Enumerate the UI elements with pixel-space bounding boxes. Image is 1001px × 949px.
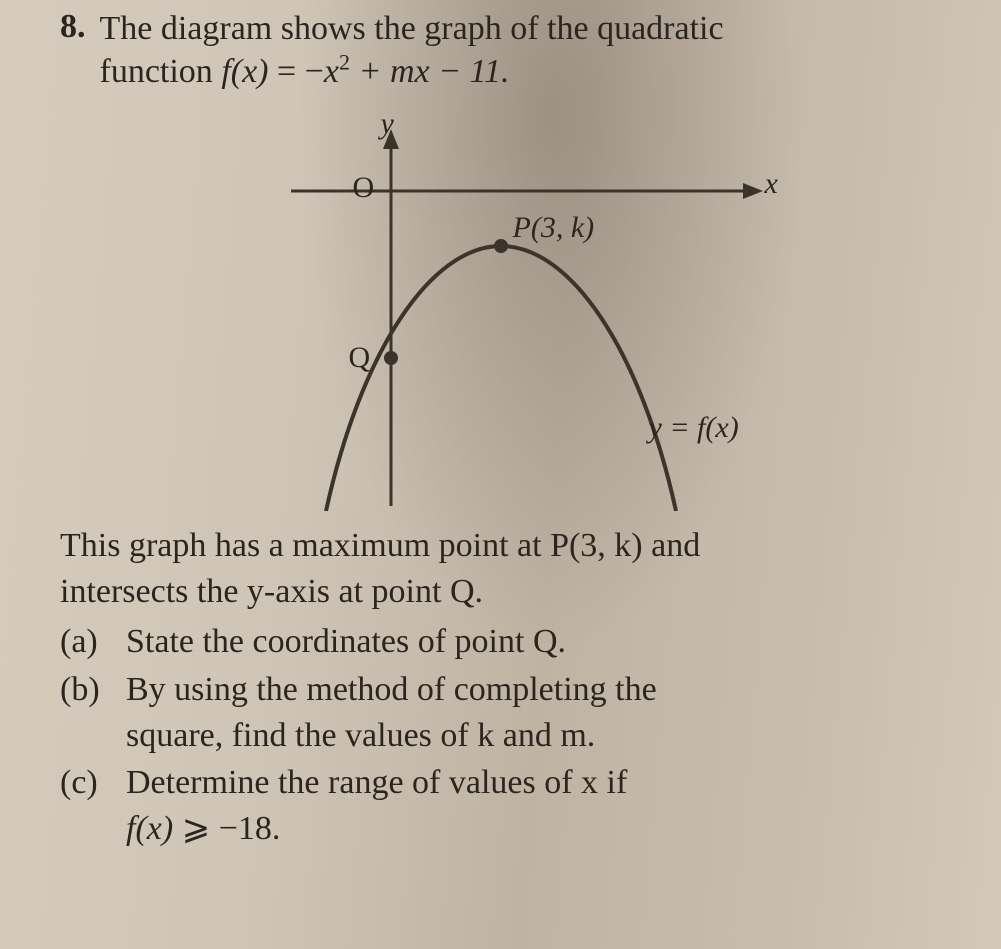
func-lhs: f(x) <box>221 53 268 90</box>
intro-line-2: function f(x) = −x2 + mx − 11. <box>100 53 510 90</box>
func-eq: = − <box>269 53 324 90</box>
part-b-line2: square, find the values of k and m. <box>126 717 595 754</box>
part-c-fx: f(x) <box>126 810 182 847</box>
graph-svg <box>231 111 791 511</box>
question-header: 8. The diagram shows the graph of the qu… <box>60 8 961 93</box>
part-b-text: By using the method of completing the sq… <box>126 667 657 759</box>
origin-label: O <box>353 171 375 205</box>
y-axis-label: y <box>381 107 394 141</box>
curve-label: y = f(x) <box>649 411 739 445</box>
part-c-label: (c) <box>60 760 112 852</box>
x-axis-label: x <box>765 167 778 201</box>
question-number: 8. <box>60 8 86 93</box>
graph-figure: y x O P(3, k) Q y = f(x) <box>231 111 791 511</box>
part-b-line1: By using the method of completing the <box>126 671 657 708</box>
part-c-line1: Determine the range of values of x if <box>126 764 627 801</box>
x-axis-arrow-icon <box>743 183 763 199</box>
part-c-geq: ⩾ <box>182 810 211 847</box>
part-c-rhs: −18. <box>210 810 280 847</box>
vertex-point-p <box>494 239 508 253</box>
y-intercept-point-q <box>384 351 398 365</box>
point-p-label: P(3, k) <box>513 211 595 245</box>
question-parts: (a) State the coordinates of point Q. (b… <box>60 619 961 852</box>
part-b-label: (b) <box>60 667 112 759</box>
part-a-text: State the coordinates of point Q. <box>126 619 566 665</box>
parabola-curve <box>326 246 676 511</box>
func-xsq-base: x <box>324 53 339 90</box>
post-figure-text: This graph has a maximum point at P(3, k… <box>60 523 961 615</box>
intro-line-1: The diagram shows the graph of the quadr… <box>100 10 724 47</box>
post-line-1: This graph has a maximum point at P(3, k… <box>60 527 700 564</box>
part-c-text: Determine the range of values of x if f(… <box>126 760 627 852</box>
question-intro: The diagram shows the graph of the quadr… <box>100 8 724 93</box>
func-tail: + mx − 11. <box>350 53 510 90</box>
post-line-2: intersects the y-axis at point Q. <box>60 573 483 610</box>
part-a: (a) State the coordinates of point Q. <box>60 619 961 665</box>
point-q-label: Q <box>349 341 371 375</box>
intro-prefix: function <box>100 53 222 90</box>
page: 8. The diagram shows the graph of the qu… <box>0 0 1001 949</box>
func-xsq-exp: 2 <box>339 49 350 74</box>
part-b: (b) By using the method of completing th… <box>60 667 961 759</box>
part-c: (c) Determine the range of values of x i… <box>60 760 961 852</box>
part-a-label: (a) <box>60 619 112 665</box>
